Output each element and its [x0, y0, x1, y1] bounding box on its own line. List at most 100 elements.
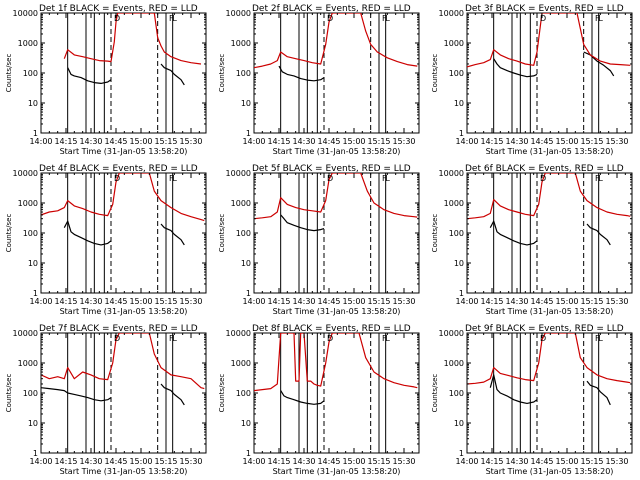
x-tick-label: 15:00 [342, 297, 365, 306]
x-tick-label: 14:45 [530, 457, 553, 466]
y-tick-label: 10000 [13, 329, 38, 338]
x-tick-label: 15:30 [392, 457, 415, 466]
marker-letter: D [540, 334, 546, 343]
x-tick-label: 14:30 [292, 457, 315, 466]
x-tick-label: 14:30 [79, 297, 102, 306]
x-tick-label: 14:15 [267, 137, 290, 146]
x-axis-label: Start Time (31-Jan-05 13:58:20) [273, 307, 401, 316]
plot-area [254, 173, 418, 293]
x-axis-label: Start Time (31-Jan-05 13:58:20) [60, 147, 188, 156]
x-tick-label: 15:30 [179, 137, 202, 146]
chart-panel-6: Det 6f BLACK = Events, RED = LLD 1 10 100 10… [431, 164, 633, 316]
chart-panel-7: Det 7f BLACK = Events, RED = LLD 1 10 100 10… [5, 324, 207, 476]
y-axis-label: Counts/sec [5, 214, 13, 253]
x-tick-label: 15:30 [605, 297, 628, 306]
y-tick-label: 100 [236, 229, 251, 238]
chart-panel-5: Det 5f BLACK = Events, RED = LLD 1 10 100 10… [218, 164, 420, 316]
events-series-line [41, 387, 112, 402]
y-tick-label: 10000 [226, 169, 251, 178]
events-series-line [280, 214, 325, 232]
y-tick-label: 1000 [231, 359, 251, 368]
y-axis-label: Counts/sec [218, 54, 226, 93]
x-tick-label: 15:15 [580, 137, 603, 146]
x-tick-label: 15:30 [392, 297, 415, 306]
lld-series-line [63, 13, 202, 65]
x-tick-label: 15:15 [154, 137, 177, 146]
marker-letter: D [327, 334, 333, 343]
y-tick-label: 1 [246, 129, 251, 138]
y-tick-label: 1 [246, 449, 251, 458]
plot-frame [253, 12, 420, 134]
marker-letter: D [327, 174, 333, 183]
x-tick-label: 14:30 [79, 457, 102, 466]
x-tick-label: 14:00 [242, 457, 265, 466]
marker-letter: D [114, 174, 120, 183]
plot-frame [253, 172, 420, 294]
plot-area [41, 333, 205, 453]
events-series-line [586, 380, 611, 406]
y-tick-label: 10 [241, 259, 251, 268]
x-tick-label: 14:15 [480, 457, 503, 466]
x-tick-label: 14:45 [317, 457, 340, 466]
x-tick-label: 14:30 [79, 137, 102, 146]
chart-title: Det 8f BLACK = Events, RED = LLD [252, 324, 411, 334]
marker-letter: L [598, 14, 603, 23]
x-tick-label: 14:00 [455, 137, 478, 146]
x-tick-label: 14:00 [29, 457, 52, 466]
x-tick-label: 15:30 [605, 457, 628, 466]
y-tick-label: 10 [28, 259, 38, 268]
x-tick-label: 14:15 [267, 297, 290, 306]
y-tick-label: 100 [236, 69, 251, 78]
marker-letter: D [114, 14, 120, 23]
y-tick-label: 1 [33, 449, 38, 458]
x-tick-label: 14:15 [267, 457, 290, 466]
x-tick-label: 14:45 [317, 297, 340, 306]
plot-area [467, 13, 631, 133]
y-tick-label: 10 [28, 99, 38, 108]
plot-area [41, 173, 205, 293]
y-tick-label: 1000 [231, 39, 251, 48]
x-tick-label: 15:30 [179, 297, 202, 306]
y-tick-label: 1000 [18, 359, 38, 368]
x-tick-label: 14:30 [292, 137, 315, 146]
marker-letter: L [172, 14, 177, 23]
y-tick-label: 10 [454, 259, 464, 268]
y-tick-label: 1000 [444, 359, 464, 368]
marker-letter: F [382, 174, 387, 183]
plot-frame [253, 332, 420, 454]
chart-panel-4: Det 4f BLACK = Events, RED = LLD 1 10 100 10… [5, 164, 207, 316]
x-tick-label: 15:15 [367, 297, 390, 306]
y-axis-label: Counts/sec [431, 374, 439, 413]
chart-title: Det 1f BLACK = Events, RED = LLD [39, 4, 198, 14]
lld-series-line [41, 173, 205, 222]
x-axis-label: Start Time (31-Jan-05 13:58:20) [486, 307, 614, 316]
y-tick-label: 10 [454, 419, 464, 428]
y-axis-label: Counts/sec [218, 214, 226, 253]
y-tick-label: 10 [241, 419, 251, 428]
events-series-line [67, 67, 112, 85]
x-tick-label: 14:00 [455, 457, 478, 466]
x-tick-label: 14:30 [505, 297, 528, 306]
events-series-line [493, 58, 538, 78]
x-tick-label: 14:15 [480, 297, 503, 306]
x-tick-label: 15:15 [154, 297, 177, 306]
x-tick-label: 14:15 [480, 137, 503, 146]
events-series-line [160, 383, 185, 406]
x-axis-label: Start Time (31-Jan-05 13:58:20) [273, 467, 401, 476]
x-tick-label: 14:00 [242, 297, 265, 306]
x-tick-label: 14:00 [455, 297, 478, 306]
chart-title: Det 4f BLACK = Events, RED = LLD [39, 164, 198, 174]
marker-letter: F [595, 14, 600, 23]
events-series-line [583, 51, 615, 77]
x-axis-label: Start Time (31-Jan-05 13:58:20) [60, 467, 188, 476]
plot-area [63, 13, 202, 133]
chart-panel-8: Det 8f BLACK = Events, RED = LLD 1 10 100 10… [218, 324, 420, 476]
x-tick-label: 14:00 [29, 137, 52, 146]
x-axis-label: Start Time (31-Jan-05 13:58:20) [273, 147, 401, 156]
marker-letter: D [114, 334, 120, 343]
plot-area [254, 333, 418, 453]
x-tick-label: 14:15 [54, 137, 77, 146]
y-tick-label: 100 [449, 229, 464, 238]
marker-letter: F [169, 14, 174, 23]
